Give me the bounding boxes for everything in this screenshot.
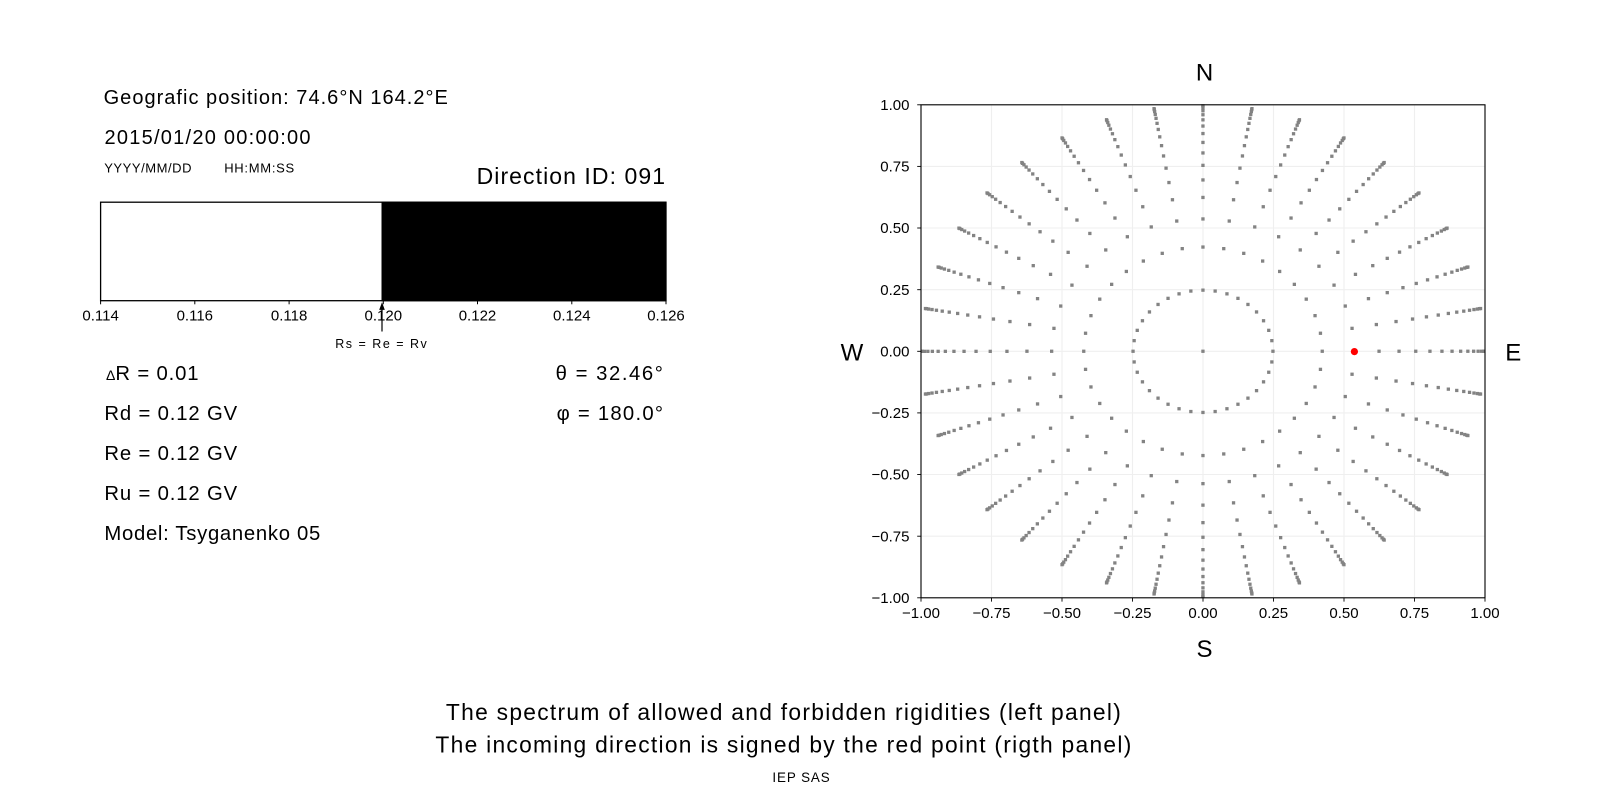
svg-text:0.120: 0.120 [365,308,403,325]
svg-text:N: N [1196,59,1213,86]
svg-text:−0.75: −0.75 [872,528,910,545]
svg-text:0.124: 0.124 [553,308,591,325]
svg-text:−0.25: −0.25 [1114,605,1152,622]
svg-text:S: S [1196,636,1212,663]
svg-text:0.75: 0.75 [1400,605,1429,622]
svg-text:IEP SAS: IEP SAS [772,770,830,785]
svg-text:YYYY/MM/DD: YYYY/MM/DD [104,160,192,175]
svg-text:2015/01/20 00:00:00: 2015/01/20 00:00:00 [105,127,312,149]
svg-text:0.25: 0.25 [1259,605,1288,622]
svg-text:0.75: 0.75 [880,159,909,176]
svg-text:0.118: 0.118 [271,308,307,325]
svg-text:0.50: 0.50 [880,220,909,237]
svg-text:Re = 0.12 GV: Re = 0.12 GV [104,443,238,465]
svg-text:Ru = 0.12 GV: Ru = 0.12 GV [104,483,238,505]
svg-text:0.114: 0.114 [82,308,118,325]
svg-text:−1.00: −1.00 [872,590,910,607]
svg-text:−1.00: −1.00 [902,605,940,622]
svg-text:0.122: 0.122 [459,308,497,325]
svg-text:0.116: 0.116 [177,308,213,325]
svg-text:0.00: 0.00 [1188,605,1217,622]
svg-text:0.126: 0.126 [647,308,685,325]
svg-text:Rs = Re = Rv: Rs = Re = Rv [335,337,428,351]
svg-text:Model: Tsyganenko 05: Model: Tsyganenko 05 [104,523,321,545]
svg-text:φ = 180.0°: φ = 180.0° [557,403,665,425]
svg-text:0.00: 0.00 [880,344,909,361]
svg-text:1.00: 1.00 [1470,605,1499,622]
svg-text:−0.50: −0.50 [872,467,910,484]
svg-text:ΔR = 0.01: ΔR = 0.01 [106,363,199,385]
svg-text:E: E [1505,339,1521,366]
svg-text:θ = 32.46°: θ = 32.46° [556,363,665,385]
svg-text:Direction ID: 091: Direction ID: 091 [477,163,666,189]
svg-text:−0.50: −0.50 [1043,605,1081,622]
svg-text:HH:MM:SS: HH:MM:SS [224,160,295,175]
svg-text:Geografic position: 74.6°N 164: Geografic position: 74.6°N 164.2°E [104,87,449,109]
svg-text:1.00: 1.00 [880,97,909,114]
svg-text:The incoming direction is sign: The incoming direction is signed by the … [435,732,1132,758]
svg-text:The spectrum of allowed and fo: The spectrum of allowed and forbidden ri… [446,699,1122,725]
svg-text:−0.25: −0.25 [872,405,910,422]
svg-text:W: W [841,339,864,366]
svg-text:−0.75: −0.75 [973,605,1011,622]
svg-text:Rd = 0.12 GV: Rd = 0.12 GV [104,403,238,425]
svg-text:0.50: 0.50 [1329,605,1358,622]
svg-text:0.25: 0.25 [880,282,909,299]
